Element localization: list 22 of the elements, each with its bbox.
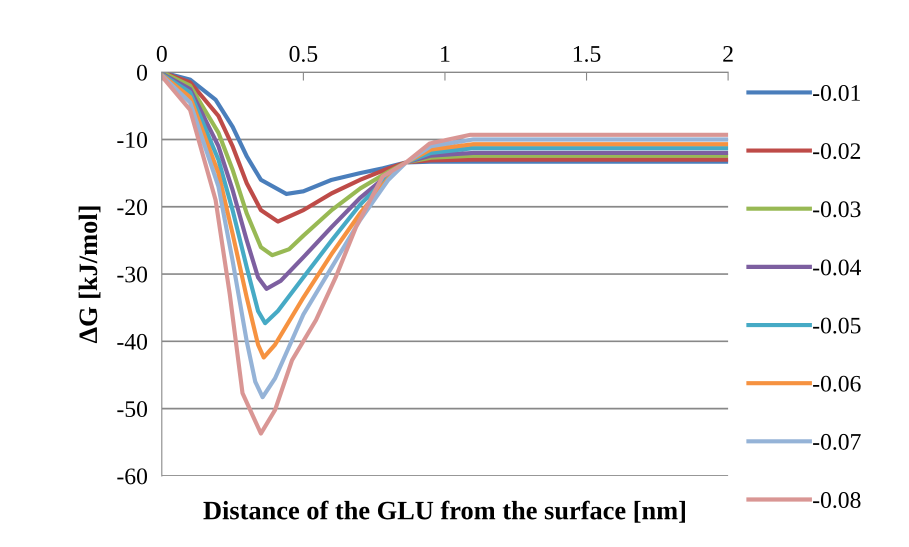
y-tick-label: -40: [117, 334, 148, 350]
legend-label: -0.01: [813, 84, 860, 102]
legend-label: -0.06: [813, 376, 861, 392]
y-tick-label: -50: [117, 401, 148, 418]
x-axis-title: Distance of the GLU from the surface [nm]: [203, 500, 685, 523]
y-tick-label: -10: [117, 132, 148, 148]
y-axis-title: ΔG [kJ/mol]: [78, 206, 100, 344]
legend-label: -0.02: [813, 143, 860, 160]
y-tick-label: -60: [117, 468, 148, 484]
x-tick-label: 1: [441, 46, 450, 62]
legend-label: -0.03: [813, 201, 860, 218]
y-tick-label: -30: [117, 266, 148, 282]
x-tick-label: 0.5: [290, 46, 318, 62]
y-tick-label: -20: [117, 199, 148, 216]
x-tick-label: 2: [723, 46, 733, 62]
x-tick-label: 1.5: [574, 46, 600, 62]
legend-label: -0.05: [813, 318, 860, 334]
y-tick-label: 0: [137, 64, 148, 81]
legend-label: -0.08: [813, 492, 860, 508]
legend-label: -0.04: [813, 259, 862, 276]
legend-label: -0.07: [813, 434, 861, 450]
x-tick-label: 0: [156, 46, 167, 62]
